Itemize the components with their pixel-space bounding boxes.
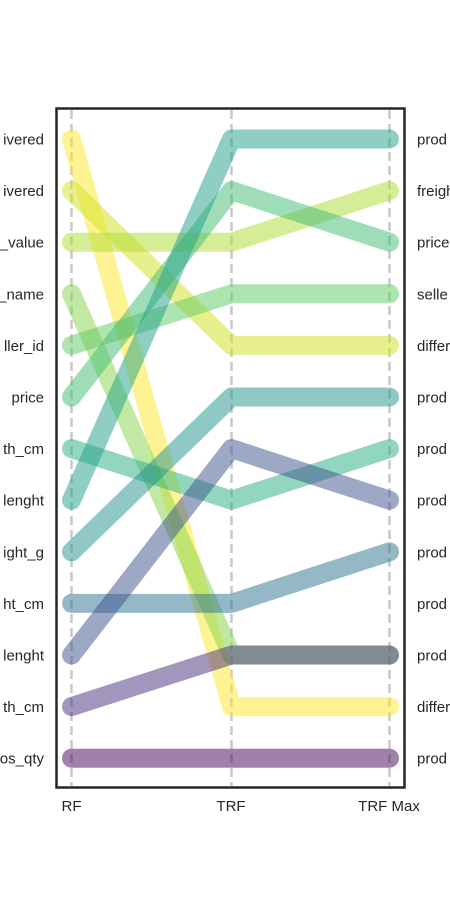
right-label-2: freigh [417, 183, 450, 200]
left-label-1: ivered [3, 132, 44, 149]
right-label-7: prod [417, 441, 447, 458]
right-label-5: differ [417, 338, 450, 355]
series-lines [62, 129, 399, 768]
x-tick-label-3: TRF Max [358, 798, 420, 815]
left-label-5: ller_id [4, 338, 44, 355]
right-label-3: price [417, 235, 450, 252]
right-label-9: prod [417, 544, 447, 561]
x-tick-label-2: TRF [216, 798, 245, 815]
series-line-10 [62, 542, 399, 613]
left-label-10: ht_cm [3, 596, 44, 613]
right-rank-labels: prod freigh price selle differ prod prod prod pr… [417, 132, 450, 768]
right-label-1: prod [417, 132, 447, 149]
right-label-10: prod [417, 596, 447, 613]
x-tick-label-1: RF [62, 798, 82, 815]
series-line-9 [62, 387, 399, 562]
series-line-8 [62, 129, 399, 510]
right-label-6: prod [417, 390, 447, 407]
left-label-9: ight_g [3, 544, 44, 561]
right-label-13: prod [417, 751, 447, 768]
left-label-13: os_qty [0, 751, 44, 768]
right-label-11: prod [417, 648, 447, 665]
plot-frame [55, 107, 406, 789]
x-axis-tick-labels: RF TRF TRF Max [62, 798, 421, 815]
left-label-6: price [11, 390, 44, 407]
left-label-7: th_cm [3, 441, 44, 458]
series-line-12 [62, 645, 399, 717]
series-line-6 [62, 181, 399, 407]
series-line-7 [62, 439, 399, 510]
series-line-11 [62, 439, 399, 665]
left-label-12: th_cm [3, 699, 44, 716]
series-line-3 [62, 181, 399, 252]
right-label-12: differ [417, 699, 450, 716]
left-label-11: lenght [3, 648, 45, 665]
left-label-2: ivered [3, 183, 44, 200]
right-label-8: prod [417, 493, 447, 510]
right-label-4: selle [417, 286, 448, 303]
left-label-4: _name [0, 286, 44, 303]
left-label-3: _value [0, 235, 44, 252]
left-label-8: lenght [3, 493, 45, 510]
